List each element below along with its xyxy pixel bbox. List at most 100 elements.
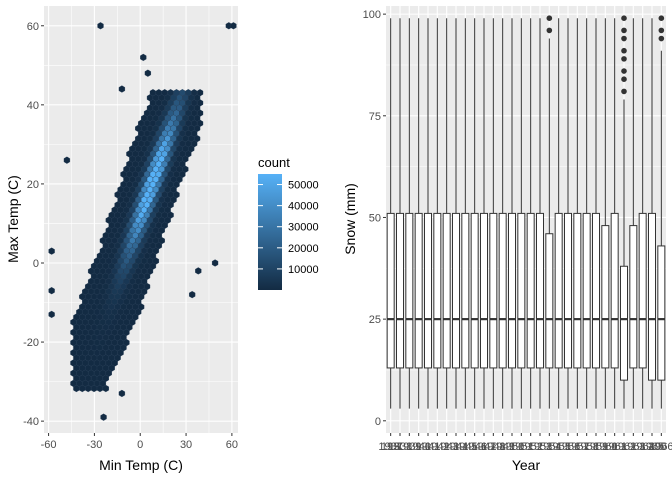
boxplot-box-body [573,212,582,369]
hexbin-cell [90,384,98,393]
hexbin-cell [79,384,86,393]
hexbin-cell-outlier [48,287,55,295]
boxplot-box [564,18,572,409]
hexbin-panel: -60 -30 0 30 60 -40 -20 0 20 40 60 Min Temp (C) M… [5,6,238,473]
hexbin-cell-outlier [48,310,55,318]
boxplot-box [489,18,498,409]
boxplot-x-axis-title: Year [512,457,541,473]
boxplot-box-body [648,212,656,381]
boxplot-y-axis-title: Snow (mm) [342,183,358,255]
boxplot-box [405,18,414,409]
legend-tick-label: 20000 [288,243,319,255]
boxplot-box [414,18,423,409]
boxplot-box [461,18,470,409]
hexbin-cell-outlier [230,22,237,30]
boxplot-box-body [386,212,395,369]
boxplot-x-tick-label: 1947 [472,441,496,453]
boxplot-box [442,18,451,409]
boxplot-box [545,15,554,409]
boxplot-y-tick-label: 75 [369,111,381,123]
boxplot-y-tick-label: 25 [369,314,381,326]
hexbin-cell [85,384,92,393]
boxplot-box [582,18,591,409]
boxplot-outlier [658,35,665,42]
boxplot-box-body [442,212,451,369]
boxplot-x-tick-label: 1950 [500,441,524,453]
boxplot-box [433,18,442,409]
boxplot-y-axis-ticks: 0 25 50 75 100 [363,9,386,428]
hexbin-y-tick-label: 0 [33,258,39,270]
boxplot-x-tick-label: 1958 [574,441,598,453]
hexbin-x-tick-label: 30 [180,439,192,451]
boxplot-x-tick-label: 1946 [462,441,486,453]
boxplot-box-body [564,212,572,369]
boxplot-box-body [536,212,544,369]
boxplot-outlier [621,56,627,62]
boxplot-outlier [621,27,627,34]
boxplot-x-tick-label: 1939 [397,441,421,453]
boxplot-box [573,18,582,409]
year-tick-label-left: 193 [381,441,399,453]
boxplot-x-tick-label: 1959 [584,441,608,453]
boxplot-box-body [545,233,554,369]
boxplot-box-body [414,212,423,369]
boxplot-box [452,18,460,409]
boxplot-outlier [621,47,627,54]
legend-tick-label: 10000 [288,264,319,276]
boxplot-y-tick-label: 0 [375,416,381,428]
boxplot-box-body [526,212,535,369]
boxplot-x-tick-label: 1957 [565,441,589,453]
boxplot-x-tick-label: 1937 [378,441,402,453]
boxplot-outlier [658,15,665,21]
boxplot-box [536,18,544,409]
hexbin-cell-outlier [97,22,104,30]
boxplot-year-labels-overlapped: 1937193819391940194119421943194419451946… [378,441,672,453]
boxplot-box-body [582,212,591,369]
boxplot-x-tick-label: 1940 [406,441,430,453]
boxplot-box [638,18,647,409]
boxplot-x-tick-label: 1955 [546,441,570,453]
boxplot-boxes [386,15,666,409]
hexbin-x-tick-label: 0 [137,439,143,451]
hexbin-cell [73,384,80,393]
boxplot-outlier [546,27,553,34]
hexbin-x-axis-title: Min Temp (C) [99,457,183,473]
hexbin-y-tick-label: 40 [27,100,39,112]
hexbin-y-tick-label: 20 [27,179,39,191]
boxplot-x-tick-label: 1966 [649,441,672,453]
boxplot-box-body [424,212,432,369]
boxplot-outlier [621,35,627,42]
boxplot-x-tick-label: 1965 [640,441,664,453]
hexbin-y-axis-ticks: -40 -20 0 20 40 60 [23,21,44,428]
boxplot-y-tick-label: 50 [369,212,381,224]
boxplot-box-body [554,212,563,369]
boxplot-box-body [452,212,460,369]
hexbin-cell-outlier [189,291,196,299]
legend-tick-label: 50000 [288,180,319,192]
legend-ticks: 10000 20000 30000 40000 50000 [258,180,319,276]
boxplot-box [648,18,656,409]
boxplot-box-body [396,212,404,369]
boxplot-outlier [546,15,553,21]
boxplot-box-body [517,212,526,369]
hexbin-cell-outlier [63,156,71,164]
legend-colorbar [258,174,282,290]
boxplot-box-body [433,212,442,369]
boxplot-box-body [638,212,647,369]
hexbin-y-tick-label: 60 [27,21,39,33]
hexbin-cell-outlier [140,53,147,62]
boxplot-box [657,15,666,409]
hexbin-cell-outlier [195,267,202,275]
boxplot-box-body [405,212,414,369]
boxplot-box-body [629,225,638,369]
hexbin-y-axis-title: Max Temp (C) [5,175,21,263]
boxplot-box [517,18,526,409]
boxplot-plot-background [386,6,666,433]
count-legend: count 10000 20000 30000 40000 50000 [258,155,319,290]
hexbin-cell-outlier [48,247,55,255]
hexbin-cell-outlier [118,85,126,93]
hexbin-cell [96,384,104,393]
boxplot-box [396,18,404,409]
